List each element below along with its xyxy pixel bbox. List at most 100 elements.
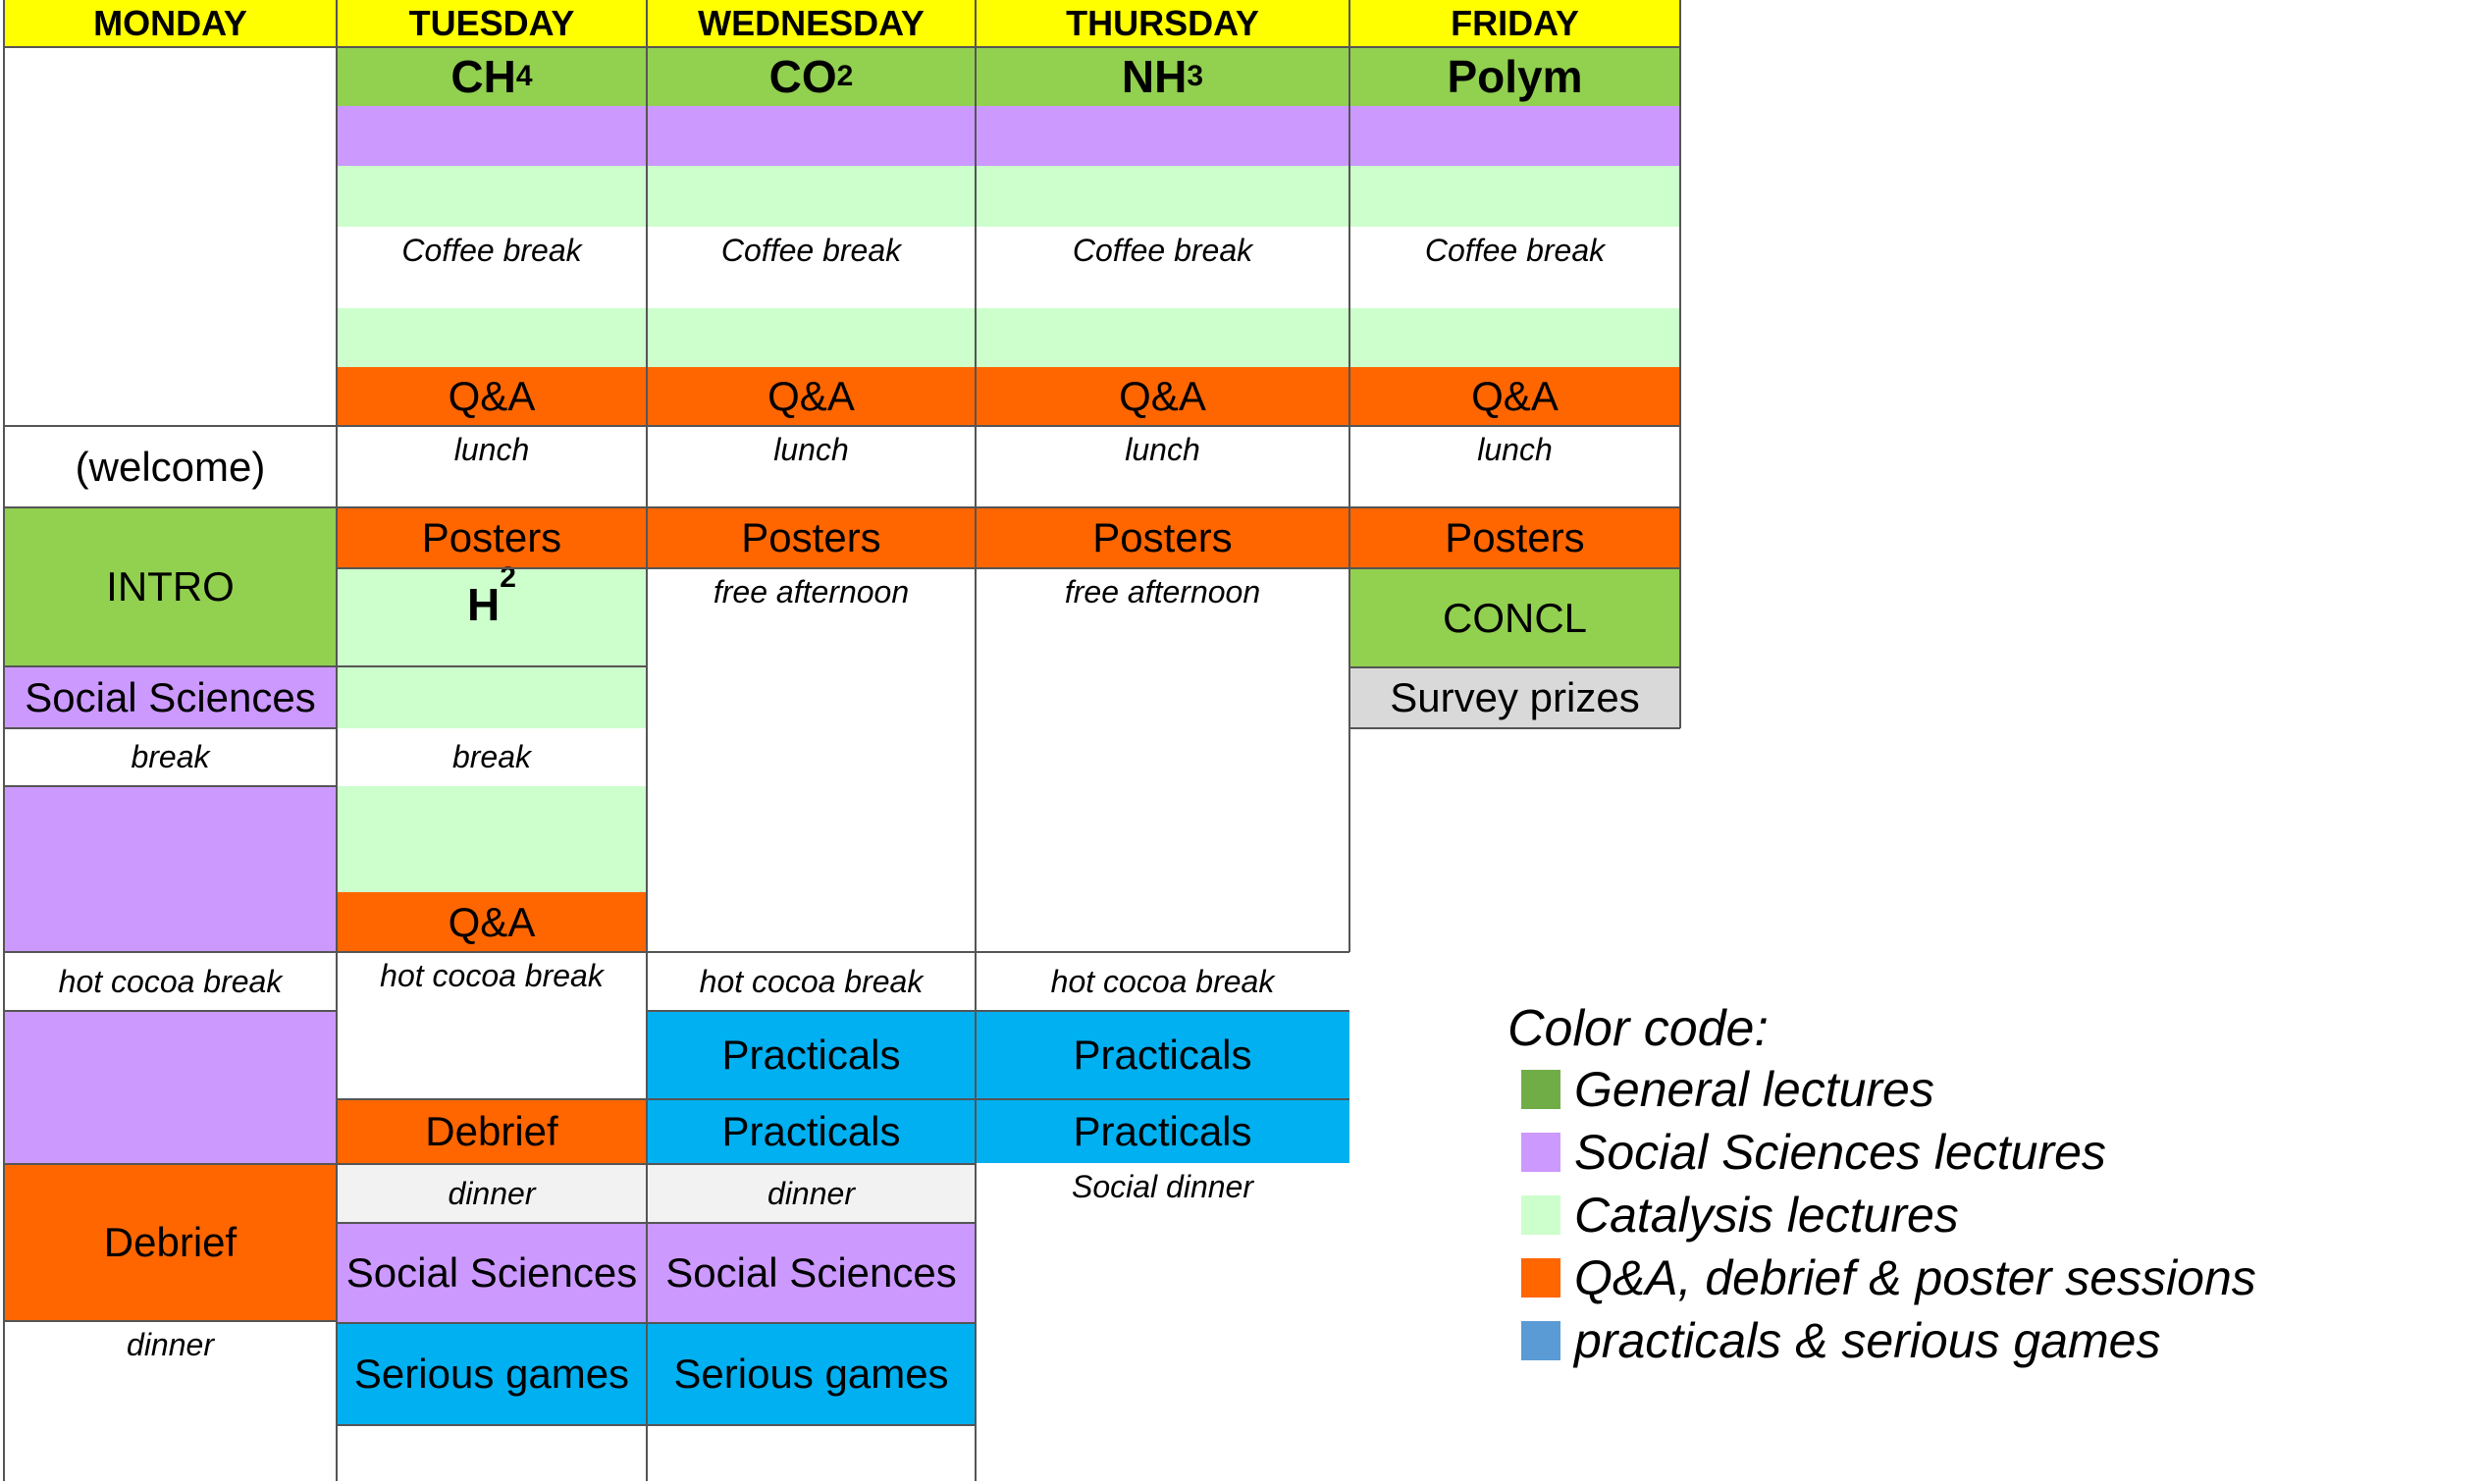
grid-line	[646, 0, 648, 1481]
session-nh3: NH 3	[976, 47, 1349, 106]
break-cell: break	[451, 739, 532, 774]
session-ch4-main: CH	[450, 51, 516, 102]
session-h2-main: H	[467, 579, 501, 630]
social-dinner-cell: Social dinner	[1072, 1169, 1253, 1204]
legend-item: Social Sciences lectures	[1507, 1121, 2256, 1184]
session-co2: CO 2	[647, 47, 976, 106]
legend-item: Catalysis lectures	[1507, 1184, 2256, 1246]
practicals-cell: Practicals	[976, 1011, 1349, 1099]
serious-games-cell: Serious games	[337, 1323, 647, 1425]
qa-cell: Q&A	[337, 367, 647, 426]
qa-cell: Q&A	[647, 367, 976, 426]
legend-swatch	[1521, 1258, 1560, 1298]
grid-line	[4, 665, 647, 667]
dinner-cell: dinner	[127, 1327, 214, 1362]
grid-line	[4, 46, 1680, 48]
day-header-monday: MONDAY	[4, 0, 337, 47]
social-block	[647, 106, 976, 166]
practicals-cell: Practicals	[976, 1099, 1349, 1163]
grid-line	[337, 1424, 976, 1426]
catalysis-block	[1349, 166, 1680, 227]
legend-label: Social Sciences lectures	[1574, 1125, 2106, 1180]
social-sciences-cell: Social Sciences	[337, 1223, 647, 1323]
color-legend: Color code: General lectures Social Scien…	[1507, 999, 2256, 1372]
legend-swatch	[1521, 1195, 1560, 1235]
grid-line	[975, 0, 977, 1481]
legend-label: General lectures	[1574, 1062, 1934, 1117]
grid-line	[337, 567, 1680, 569]
posters-cell: Posters	[337, 507, 647, 568]
dinner-cell: dinner	[337, 1164, 647, 1223]
grid-line	[3, 0, 5, 1481]
hot-cocoa-cell: hot cocoa break	[1050, 963, 1275, 999]
social-sciences-cell: Social Sciences	[4, 666, 337, 728]
day-header-tuesday: TUESDAY	[337, 0, 647, 47]
coffee-break-cell: Coffee break	[401, 233, 582, 268]
break-cell: break	[131, 739, 210, 774]
session-co2-main: CO	[768, 51, 837, 102]
grid-line	[4, 1163, 337, 1165]
grid-line	[1679, 0, 1681, 728]
grid-line	[4, 727, 337, 729]
day-header-friday: FRIDAY	[1349, 0, 1680, 47]
legend-label: Catalysis lectures	[1574, 1188, 1959, 1243]
day-header-wednesday: WEDNESDAY	[647, 0, 976, 47]
grid-line	[1349, 727, 1680, 729]
grid-line	[337, 1322, 976, 1324]
social-block	[4, 1011, 337, 1164]
session-nh3-main: NH	[1121, 51, 1188, 102]
qa-cell: Q&A	[337, 892, 647, 952]
grid-line	[4, 785, 337, 787]
practicals-cell: Practicals	[647, 1099, 976, 1164]
dinner-cell: dinner	[647, 1164, 976, 1223]
grid-line	[4, 1010, 337, 1012]
practicals-cell: Practicals	[647, 1011, 976, 1099]
legend-swatch	[1521, 1070, 1560, 1109]
session-polym-main: Polym	[1447, 51, 1583, 102]
intro-cell: INTRO	[4, 507, 337, 666]
grid-line	[1348, 0, 1350, 952]
grid-line	[1349, 666, 1680, 668]
day-header-thursday: THURSDAY	[976, 0, 1349, 47]
grid-line	[4, 425, 1680, 427]
qa-cell: Q&A	[976, 367, 1349, 426]
catalysis-block	[647, 166, 976, 227]
posters-cell: Posters	[1349, 507, 1680, 568]
legend-label: practicals & serious games	[1574, 1313, 2161, 1368]
coffee-break-cell: Coffee break	[1072, 233, 1253, 268]
serious-games-cell: Serious games	[647, 1323, 976, 1425]
social-sciences-cell: Social Sciences	[647, 1223, 976, 1323]
catalysis-block	[647, 308, 976, 367]
lunch-cell: lunch	[773, 432, 849, 467]
debrief-cell: Debrief	[337, 1099, 647, 1164]
debrief-cell: Debrief	[4, 1164, 337, 1321]
survey-prizes-cell: Survey prizes	[1349, 667, 1680, 728]
lunch-cell: lunch	[1125, 432, 1200, 467]
grid-line	[337, 1222, 976, 1224]
lunch-cell: lunch	[1477, 432, 1553, 467]
coffee-break-cell: Coffee break	[720, 233, 902, 268]
catalysis-block	[337, 308, 647, 367]
session-ch4: CH 4	[337, 47, 647, 106]
lunch-cell: lunch	[453, 432, 530, 467]
legend-item: practicals & serious games	[1507, 1309, 2256, 1372]
grid-line	[4, 951, 1349, 953]
hot-cocoa-cell: hot cocoa break	[380, 958, 604, 993]
catalysis-block	[1349, 308, 1680, 367]
catalysis-block	[337, 166, 647, 227]
grid-line	[337, 1163, 976, 1165]
legend-swatch	[1521, 1133, 1560, 1172]
qa-cell: Q&A	[1349, 367, 1680, 426]
social-block	[1349, 106, 1680, 166]
social-block	[976, 106, 1349, 166]
grid-line	[4, 1320, 337, 1322]
welcome-cell: (welcome)	[75, 443, 266, 490]
session-polym: Polym	[1349, 47, 1680, 106]
free-afternoon-cell: free afternoon	[1064, 574, 1261, 610]
grid-line	[336, 0, 338, 1481]
grid-line	[647, 1010, 1349, 1012]
free-afternoon-cell: free afternoon	[713, 574, 910, 610]
legend-title: Color code:	[1507, 1000, 1769, 1057]
coffee-break-cell: Coffee break	[1424, 233, 1606, 268]
